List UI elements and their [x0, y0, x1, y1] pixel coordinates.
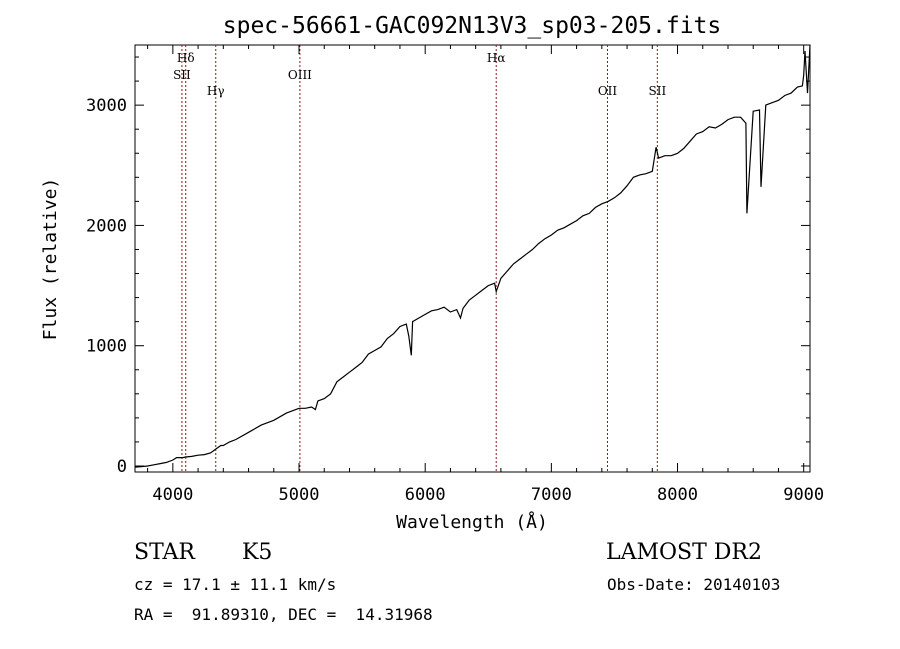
plot-area: Hδ SII Hγ OIII Hα OII SII 4000 5000 6000 7000 8000 9… [86, 44, 824, 505]
object-class: STAR [134, 540, 196, 565]
line-label-1: SII [173, 68, 191, 82]
x-tick-label-3: 7000 [531, 485, 572, 505]
x-tick-label-4: 8000 [657, 485, 698, 505]
redshift-text: cz = 17.1 ± 11.1 km/s [134, 575, 336, 594]
survey-label: LAMOST DR2 [606, 540, 762, 565]
line-label-0: Hδ [177, 51, 195, 65]
y-tick-label-0: 0 [117, 457, 127, 477]
x-tick-label-1: 5000 [279, 485, 320, 505]
line-label-5: OII [598, 84, 618, 98]
line-label-2: Hγ [207, 84, 225, 98]
x-axis-label: Wavelength (Å) [396, 511, 548, 533]
y-axis-label: Flux (relative) [40, 178, 61, 341]
y-tick-label-1: 1000 [86, 337, 127, 357]
object-subclass: K5 [242, 540, 272, 565]
line-label-6: SII [648, 84, 666, 98]
plot-frame [134, 44, 811, 473]
line-label-4: Hα [487, 51, 506, 65]
coords-text: RA = 91.89310, DEC = 14.31968 [134, 605, 433, 624]
y-tick-label-3: 3000 [86, 96, 127, 116]
x-tick-label-0: 4000 [152, 485, 193, 505]
spectrum-line [134, 44, 811, 468]
x-tick-label-2: 6000 [405, 485, 446, 505]
obs-date-text: Obs-Date: 20140103 [607, 575, 780, 594]
line-label-3: OIII [288, 68, 312, 82]
chart-title: spec-56661-GAC092N13V3_sp03-205.fits [223, 13, 722, 39]
x-tick-label-5: 9000 [783, 485, 824, 505]
y-tick-label-2: 2000 [86, 216, 127, 236]
